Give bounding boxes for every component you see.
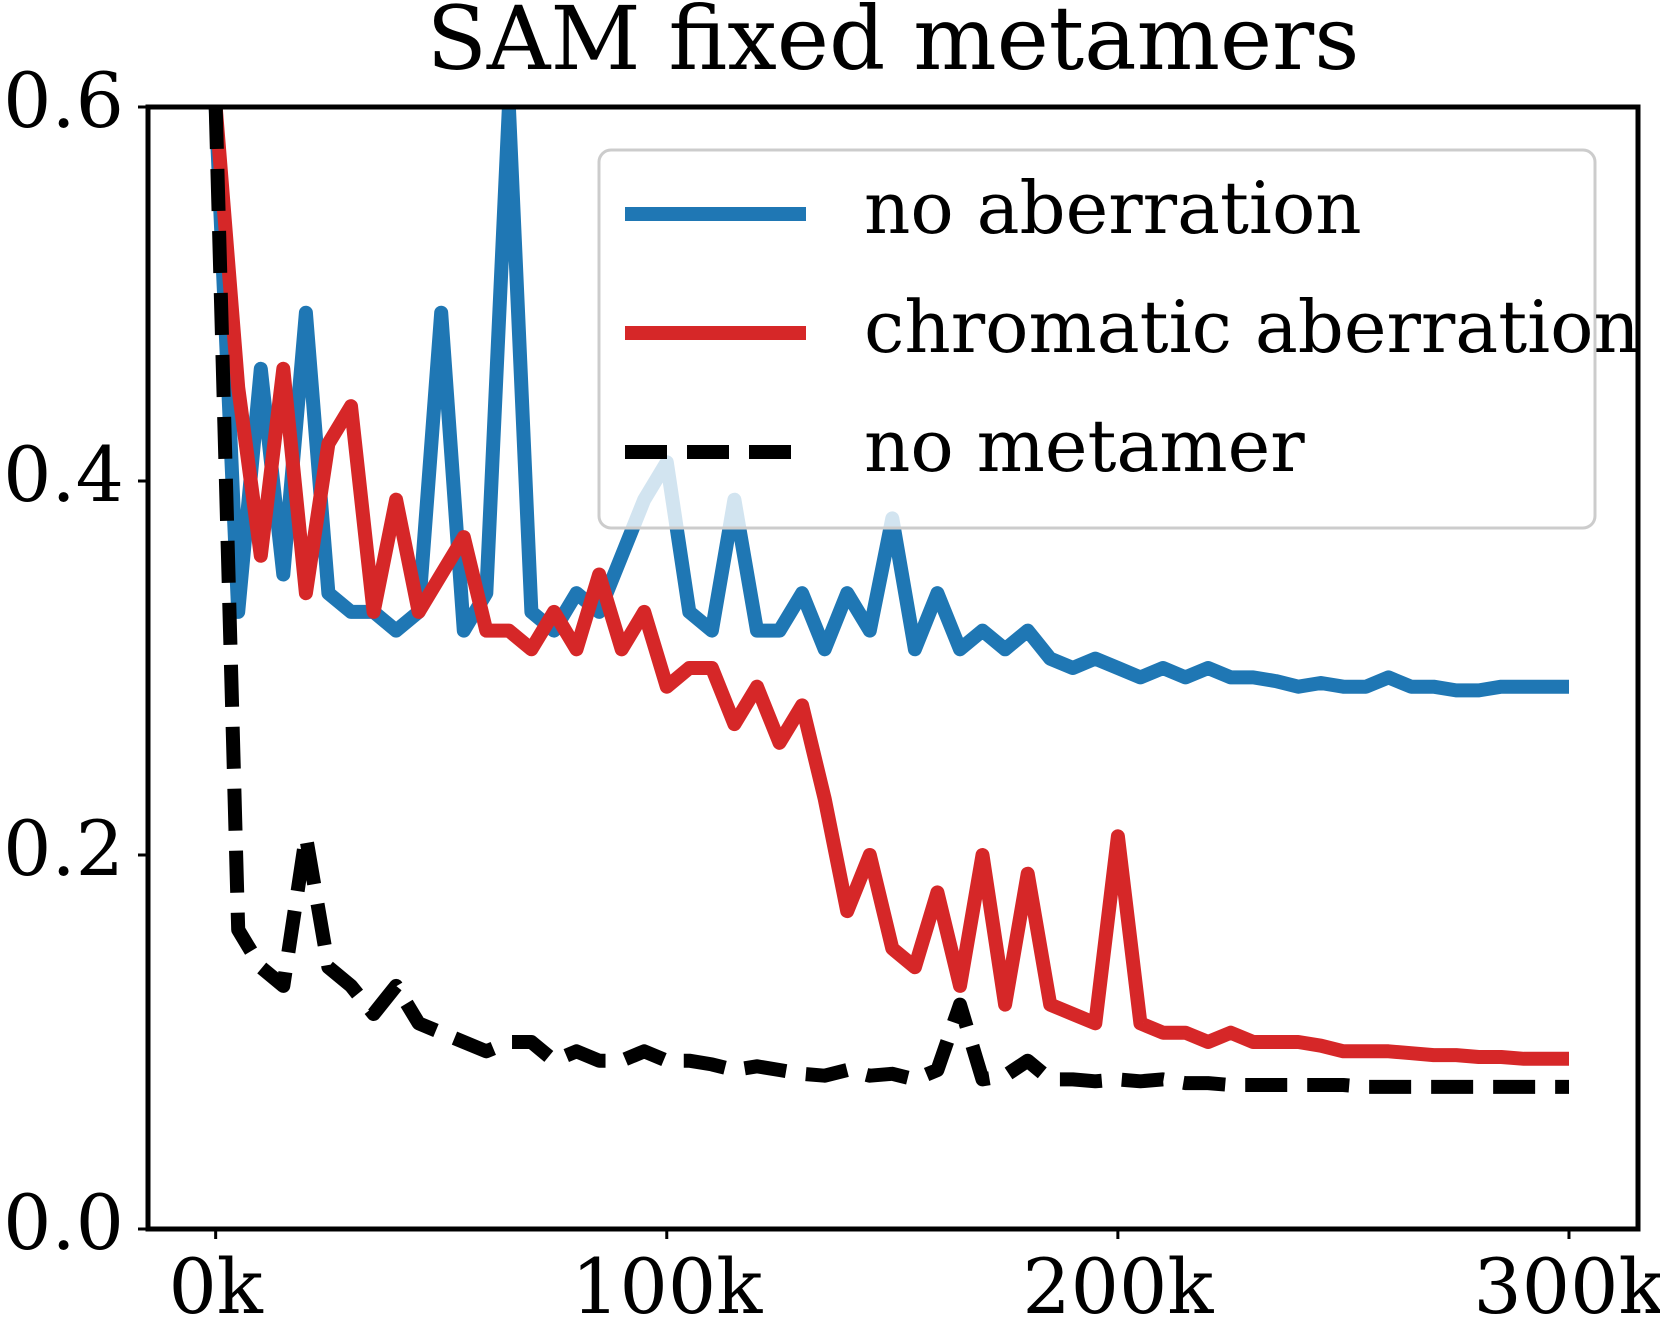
legend-label: chromatic aberration [864, 285, 1640, 369]
x-tick-label: 200k [1022, 1242, 1214, 1331]
x-tick-label: 100k [571, 1242, 763, 1331]
y-tick-label: 0.4 [3, 430, 124, 519]
legend-label: no metamer [864, 404, 1305, 488]
legend-box [597, 148, 1597, 530]
line-series [208, 107, 1569, 1094]
line-series [208, 107, 1569, 1066]
y-tick-label: 0.6 [3, 56, 124, 145]
x-tick-label: 0k [168, 1242, 263, 1331]
legend-label: no aberration [864, 166, 1362, 250]
axes-frame [145, 104, 1641, 1232]
y-tick-label: 0.0 [3, 1178, 124, 1267]
x-tick-label: 300k [1473, 1242, 1660, 1331]
y-tick-label: 0.2 [3, 804, 124, 893]
chart-title: SAM fixed metamers [427, 0, 1360, 90]
legend: no aberration chromatic aberration no meta… [597, 148, 1640, 530]
